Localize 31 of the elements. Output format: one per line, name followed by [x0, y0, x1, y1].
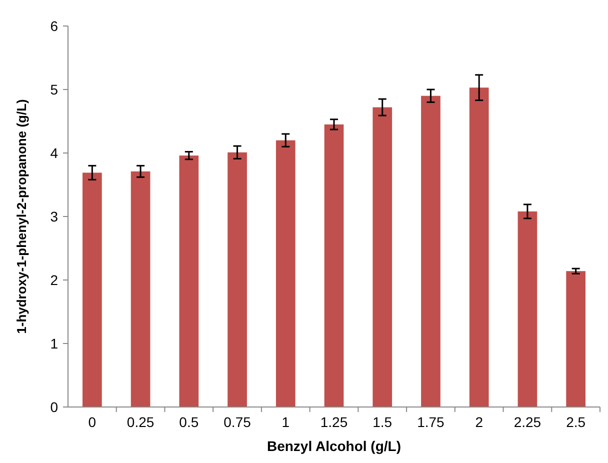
x-tick-label: 0.5	[179, 414, 199, 430]
bar	[421, 96, 440, 407]
bar	[372, 107, 392, 407]
bar	[566, 271, 586, 407]
x-tick-label: 2.25	[514, 414, 542, 430]
bar	[469, 88, 489, 407]
x-tick-label: 0.75	[224, 414, 252, 430]
x-tick-label: 2	[475, 414, 484, 430]
y-tick-label: 0	[50, 398, 58, 415]
x-tick-label: 1	[282, 414, 290, 430]
x-tick-label: 2.5	[566, 414, 586, 430]
y-tick-label: 1	[50, 335, 58, 352]
bar	[179, 156, 199, 407]
x-tick-label: 0.25	[126, 414, 154, 430]
y-tick-label: 2	[50, 272, 58, 288]
bar	[228, 152, 247, 407]
y-axis-title: 1-hydroxy-1-phenyl-2-propanone (g/L)	[14, 99, 29, 334]
bar	[130, 171, 150, 407]
x-tick-label: 1.25	[320, 414, 348, 430]
x-axis-title: Benzyl Alcohol (g/L)	[266, 438, 402, 454]
bar	[518, 211, 538, 407]
x-tick-label: 0	[88, 414, 96, 430]
y-tick-label: 5	[50, 81, 58, 98]
bar	[324, 124, 344, 407]
y-tick-label: 4	[50, 144, 58, 161]
y-tick-label: 3	[50, 208, 58, 224]
y-tick-label: 6	[50, 18, 58, 34]
x-tick-label: 1.5	[372, 414, 392, 430]
bar	[276, 140, 296, 407]
x-tick-label: 1.75	[417, 414, 445, 430]
bar	[82, 172, 102, 407]
